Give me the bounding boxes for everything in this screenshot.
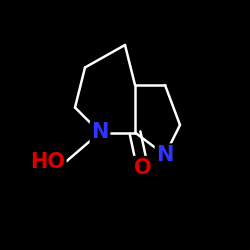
Text: N: N: [91, 122, 109, 142]
Text: N: N: [156, 145, 174, 165]
Text: HO: HO: [30, 152, 65, 172]
Text: O: O: [134, 158, 151, 178]
